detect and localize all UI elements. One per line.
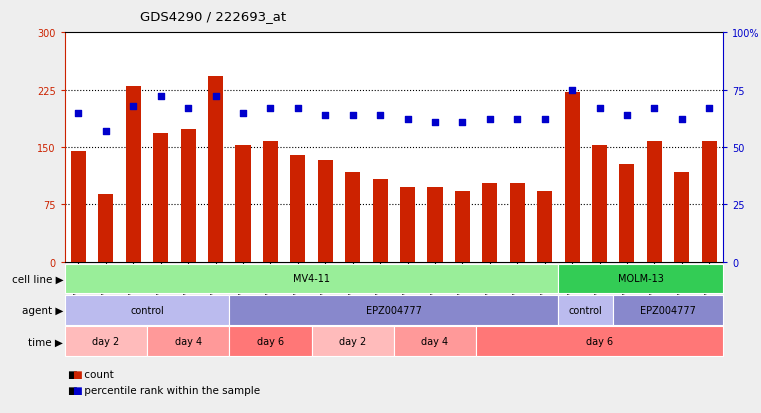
Bar (71, 152, 86, 262)
Bar (98, 195, 113, 262)
Text: GDS4290 / 222693_at: GDS4290 / 222693_at (140, 10, 286, 23)
Text: ■  percentile rank within the sample: ■ percentile rank within the sample (68, 385, 260, 395)
Bar (702, 142, 717, 262)
Point (154, 94, 167, 100)
Point (319, 112, 331, 119)
Point (72, 110, 84, 116)
Bar (317, 161, 333, 262)
Text: ■  count: ■ count (68, 369, 114, 379)
Bar (674, 172, 689, 262)
Point (648, 105, 661, 112)
Point (566, 87, 578, 94)
Bar (290, 155, 305, 262)
Point (676, 117, 688, 123)
Point (511, 117, 524, 123)
Bar (592, 145, 607, 262)
Text: ■: ■ (72, 385, 82, 395)
Bar (455, 191, 470, 262)
Text: MOLM-13: MOLM-13 (618, 274, 664, 284)
Point (291, 105, 304, 112)
Bar (482, 183, 498, 262)
Text: day 4: day 4 (422, 337, 448, 347)
Point (703, 105, 715, 112)
Text: ■: ■ (72, 369, 82, 379)
Text: control: control (569, 305, 603, 315)
Point (429, 119, 441, 126)
Point (100, 128, 112, 135)
Bar (428, 188, 442, 262)
Text: day 6: day 6 (586, 337, 613, 347)
Bar (537, 191, 552, 262)
Point (374, 112, 386, 119)
Text: EPZ004777: EPZ004777 (640, 305, 696, 315)
Text: day 4: day 4 (174, 337, 202, 347)
Bar (208, 76, 223, 262)
Bar (235, 145, 250, 262)
Bar (647, 142, 662, 262)
Bar (619, 164, 635, 262)
Bar (263, 142, 278, 262)
Text: day 6: day 6 (256, 337, 284, 347)
Point (237, 110, 249, 116)
Bar (565, 93, 580, 262)
Bar (126, 87, 141, 262)
Text: time ▶: time ▶ (28, 337, 63, 347)
Point (346, 112, 358, 119)
Text: control: control (130, 305, 164, 315)
Point (127, 103, 139, 110)
Bar (153, 134, 168, 262)
Bar (373, 180, 387, 262)
Point (182, 105, 194, 112)
Text: MV4-11: MV4-11 (293, 274, 330, 284)
Point (457, 119, 469, 126)
Bar (400, 188, 415, 262)
Text: day 2: day 2 (339, 337, 366, 347)
Point (539, 117, 551, 123)
Text: EPZ004777: EPZ004777 (366, 305, 422, 315)
Point (402, 117, 414, 123)
Point (621, 112, 633, 119)
Text: day 2: day 2 (92, 337, 119, 347)
Text: cell line ▶: cell line ▶ (11, 274, 63, 284)
Point (264, 105, 276, 112)
Point (484, 117, 496, 123)
Point (594, 105, 606, 112)
Bar (345, 172, 360, 262)
Text: agent ▶: agent ▶ (22, 305, 63, 315)
Bar (180, 130, 196, 262)
Bar (510, 183, 525, 262)
Point (209, 94, 221, 100)
